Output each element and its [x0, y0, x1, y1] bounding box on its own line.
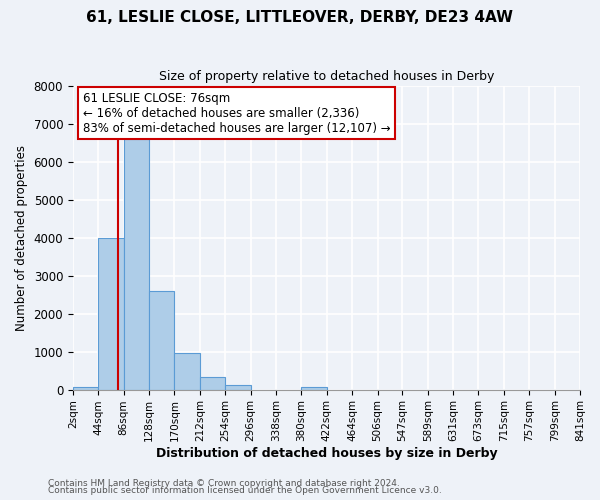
Bar: [124, 139, 149, 390]
X-axis label: Distribution of detached houses by size in Derby: Distribution of detached houses by size …: [155, 447, 497, 460]
Bar: [225, 384, 251, 390]
Text: Contains public sector information licensed under the Open Government Licence v3: Contains public sector information licen…: [48, 486, 442, 495]
Bar: [175, 354, 200, 390]
Bar: [73, 388, 98, 390]
Y-axis label: Number of detached properties: Number of detached properties: [15, 144, 28, 330]
Bar: [301, 386, 327, 390]
Bar: [149, 291, 175, 390]
Title: Size of property relative to detached houses in Derby: Size of property relative to detached ho…: [159, 70, 494, 83]
Bar: [98, 238, 124, 390]
Text: 61 LESLIE CLOSE: 76sqm
← 16% of detached houses are smaller (2,336)
83% of semi-: 61 LESLIE CLOSE: 76sqm ← 16% of detached…: [83, 92, 391, 134]
Bar: [200, 378, 225, 390]
Text: 61, LESLIE CLOSE, LITTLEOVER, DERBY, DE23 4AW: 61, LESLIE CLOSE, LITTLEOVER, DERBY, DE2…: [86, 10, 514, 25]
Text: Contains HM Land Registry data © Crown copyright and database right 2024.: Contains HM Land Registry data © Crown c…: [48, 478, 400, 488]
